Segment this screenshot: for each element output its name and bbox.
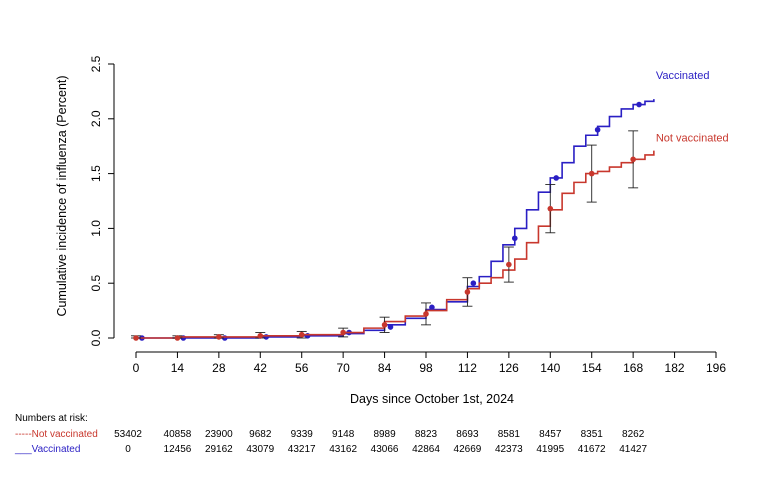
risk-value: 8989 — [373, 429, 396, 440]
series-line-not-vaccinated — [136, 150, 655, 339]
risk-value: 23900 — [205, 429, 233, 440]
risk-value: 9339 — [291, 429, 314, 440]
series-layer: Vaccinated Not vaccinated — [131, 70, 729, 341]
y-tick-label: 2.0 — [89, 110, 103, 127]
risk-value: 43079 — [246, 444, 274, 455]
data-point-vaccinated — [470, 280, 477, 287]
x-tick-label: 168 — [623, 361, 643, 375]
data-point-not-vaccinated — [133, 335, 139, 341]
data-point-not-vaccinated — [381, 322, 388, 328]
data-point-not-vaccinated — [630, 156, 636, 163]
data-point-vaccinated — [429, 304, 435, 311]
x-axis-title: Days since October 1st, 2024 — [350, 392, 514, 406]
series-vaccinated: Vaccinated — [136, 70, 709, 341]
risk-value: 41995 — [536, 444, 564, 455]
data-point-not-vaccinated — [340, 329, 346, 336]
axes: 0.0 0.5 1.0 1.5 2.0 2.5 0 14 28 42 56 70 84 98 112 126… — [55, 55, 726, 406]
risk-value: 0 — [125, 444, 131, 455]
x-tick-label: 70 — [336, 361, 350, 375]
y-tick-label: 2.5 — [89, 55, 103, 72]
risk-value: 42669 — [454, 444, 482, 455]
x-tick-label: 42 — [254, 361, 268, 375]
risk-table-values: 53402 40858 23900 9682 9339 9148 8989 8823 8693 8… — [114, 429, 647, 455]
risk-value: 42864 — [412, 444, 440, 455]
data-point-vaccinated — [511, 235, 518, 242]
data-point-not-vaccinated — [423, 311, 429, 317]
data-point-not-vaccinated — [257, 333, 264, 339]
data-point-not-vaccinated — [588, 170, 595, 177]
data-point-vaccinated — [387, 324, 394, 330]
x-tick-label: 182 — [665, 361, 685, 375]
x-tick-label: 56 — [295, 361, 309, 375]
data-point-not-vaccinated — [547, 205, 554, 212]
x-axis-ticks: 0 14 28 42 56 70 84 98 112 126 140 154 168 182 196 — [133, 352, 726, 375]
risk-value: 43066 — [371, 444, 399, 455]
risk-value: 43217 — [288, 444, 316, 455]
x-tick-label: 28 — [212, 361, 226, 375]
data-point-not-vaccinated — [216, 334, 222, 340]
risk-value: 41672 — [578, 444, 606, 455]
x-tick-label: 140 — [540, 361, 560, 375]
risk-value: 8351 — [581, 429, 604, 440]
data-point-not-vaccinated — [298, 331, 305, 338]
risk-value: 43162 — [329, 444, 357, 455]
risk-value: 8823 — [415, 429, 438, 440]
risk-value: 53402 — [114, 429, 142, 440]
series-label-not-vaccinated: Not vaccinated — [656, 133, 729, 145]
numbers-at-risk-table: Numbers at risk: -----Not vaccinated ___… — [14, 413, 647, 455]
risk-value: 41427 — [619, 444, 647, 455]
data-point-not-vaccinated — [506, 261, 512, 268]
y-axis-ticks: 0.0 0.5 1.0 1.5 2.0 2.5 — [89, 55, 114, 346]
y-tick-label: 1.5 — [89, 165, 103, 182]
risk-legend-vaccinated: ___Vaccinated — [14, 444, 80, 455]
risk-value: 8693 — [456, 429, 479, 440]
risk-value: 9148 — [332, 429, 355, 440]
x-tick-label: 98 — [419, 361, 433, 375]
risk-value: 12456 — [164, 444, 192, 455]
series-line-vaccinated — [136, 99, 655, 339]
x-tick-label: 112 — [458, 361, 477, 375]
data-point-vaccinated — [594, 126, 601, 133]
x-tick-label: 154 — [582, 361, 602, 375]
risk-value: 40858 — [164, 429, 192, 440]
data-point-not-vaccinated — [174, 335, 181, 341]
risk-value: 8581 — [498, 429, 521, 440]
x-tick-label: 126 — [499, 361, 519, 375]
y-axis-title: Cumulative incidence of influenza (Perce… — [55, 75, 69, 316]
x-tick-label: 0 — [133, 361, 140, 375]
series-label-vaccinated: Vaccinated — [656, 70, 710, 82]
y-tick-label: 1.0 — [89, 220, 103, 237]
risk-table-header: Numbers at risk: — [15, 413, 88, 424]
x-tick-label: 14 — [171, 361, 185, 375]
data-point-vaccinated — [636, 101, 642, 108]
risk-value: 42373 — [495, 444, 523, 455]
x-tick-label: 196 — [706, 361, 726, 375]
data-point-vaccinated — [263, 334, 270, 340]
risk-value: 29162 — [205, 444, 233, 455]
y-tick-label: 0.5 — [89, 275, 103, 292]
data-point-vaccinated — [553, 175, 560, 181]
y-tick-label: 0.0 — [89, 329, 103, 346]
risk-value: 8457 — [539, 429, 562, 440]
x-tick-label: 84 — [378, 361, 392, 375]
series-not-vaccinated: Not vaccinated — [131, 130, 729, 341]
risk-value: 9682 — [249, 429, 272, 440]
risk-legend-not-vaccinated: -----Not vaccinated — [15, 429, 98, 440]
risk-value: 8262 — [622, 429, 645, 440]
data-point-not-vaccinated — [464, 289, 471, 295]
